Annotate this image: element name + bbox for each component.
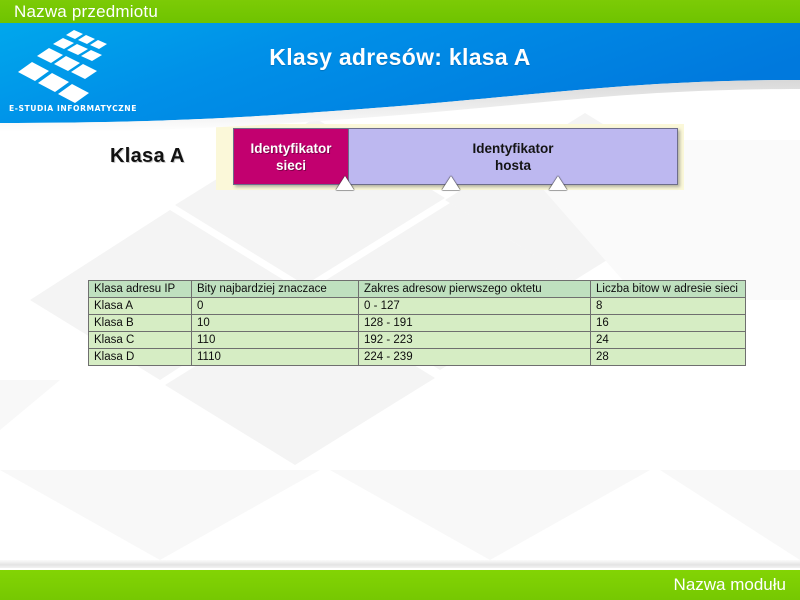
table-row: Klasa A 0 0 - 127 8 [88, 297, 746, 315]
page-title: Klasy adresów: klasa A [269, 44, 531, 70]
table-cell: 192 - 223 [358, 331, 591, 349]
table-row: Klasa D 1110 224 - 239 28 [88, 348, 746, 366]
host-id-label-line2: hosta [494, 157, 531, 173]
table-row: Klasa C 110 192 - 223 24 [88, 331, 746, 349]
logo-caption: E-STUDIA INFORMATYCZNE [9, 104, 137, 113]
table-cell: 24 [590, 331, 746, 349]
table-cell: 0 [191, 297, 359, 315]
class-label: Klasa A [110, 145, 185, 167]
host-id-label-line1: Identyfikator [472, 140, 554, 156]
table-cell: Klasa A [88, 297, 192, 315]
table-header-cell: Bity najbardziej znaczace [191, 280, 359, 298]
table-cell: 1110 [191, 348, 359, 366]
table-cell: 110 [191, 331, 359, 349]
table-cell: Klasa C [88, 331, 192, 349]
network-id-label-line2: sieci [275, 157, 306, 173]
table-cell: Klasa D [88, 348, 192, 366]
table-cell: Klasa B [88, 314, 192, 332]
octet-marker-2-icon [442, 176, 460, 190]
network-id-label-line1: Identyfikator [250, 140, 332, 156]
table-cell: 8 [590, 297, 746, 315]
network-id-segment: Identyfikator sieci [234, 129, 349, 184]
octet-marker-1-icon [336, 176, 354, 190]
subject-name-label: Nazwa przedmiotu [14, 2, 158, 21]
host-id-segment: Identyfikator hosta [349, 129, 677, 184]
module-name-label: Nazwa modułu [673, 575, 786, 594]
table-row: Klasa B 10 128 - 191 16 [88, 314, 746, 332]
table-cell: 0 - 127 [358, 297, 591, 315]
module-name-bar: Nazwa modułu [0, 570, 800, 600]
diamond-grid-logo-icon [18, 30, 107, 103]
footer-separator [0, 560, 800, 568]
table-cell: 28 [590, 348, 746, 366]
table-header-cell: Klasa adresu IP [88, 280, 192, 298]
table-header-row: Klasa adresu IP Bity najbardziej znaczac… [88, 280, 746, 298]
table-cell: 224 - 239 [358, 348, 591, 366]
ip-class-table: Klasa adresu IP Bity najbardziej znaczac… [88, 280, 746, 366]
table-cell: 10 [191, 314, 359, 332]
table-cell: 16 [590, 314, 746, 332]
table-header-cell: Liczba bitow w adresie sieci [590, 280, 746, 298]
table-cell: 128 - 191 [358, 314, 591, 332]
octet-marker-3-icon [549, 176, 567, 190]
table-header-cell: Zakres adresow pierwszego oktetu [358, 280, 591, 298]
subject-name-bar: Nazwa przedmiotu [0, 0, 800, 23]
